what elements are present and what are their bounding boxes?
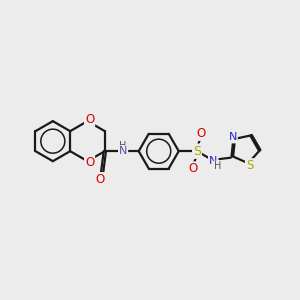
Text: O: O: [96, 173, 105, 186]
Text: N: N: [119, 146, 127, 156]
Text: N: N: [209, 156, 218, 166]
Text: H: H: [214, 161, 221, 171]
Text: S: S: [246, 159, 253, 172]
Text: O: O: [196, 127, 205, 140]
Text: O: O: [85, 113, 94, 126]
Text: O: O: [189, 162, 198, 175]
Text: O: O: [85, 156, 94, 169]
Text: N: N: [209, 156, 218, 166]
Text: H: H: [214, 161, 221, 172]
Text: S: S: [193, 145, 201, 158]
Text: S: S: [193, 145, 201, 158]
Text: N: N: [229, 133, 237, 142]
Text: H: H: [119, 141, 127, 151]
